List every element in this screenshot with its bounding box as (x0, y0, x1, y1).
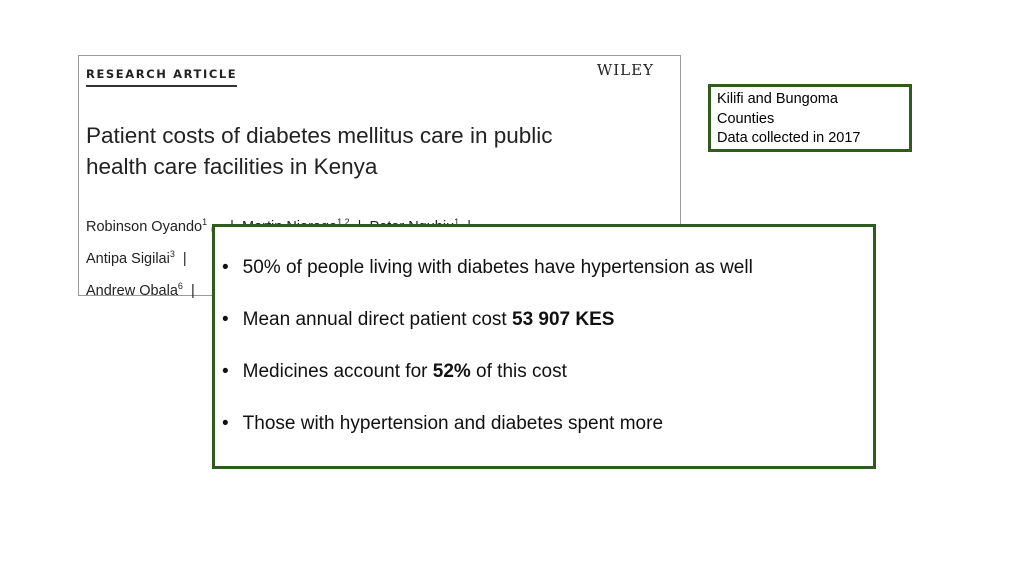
finding-item: • Mean annual direct patient cost 53 907 … (222, 309, 615, 330)
author: Antipa Sigilai (86, 250, 170, 267)
study-context-box: Kilifi and Bungoma Counties Data collect… (708, 84, 912, 152)
paper-title: Patient costs of diabetes mellitus care … (86, 120, 553, 182)
finding-text: 50% of people living with diabetes have … (242, 257, 753, 278)
affiliation: 6 (177, 280, 183, 291)
article-type-label: RESEARCH ARTICLE (86, 67, 238, 87)
finding-text: Those with hypertension and diabetes spe… (242, 413, 664, 434)
note-line: Counties (717, 110, 775, 127)
finding-text: Medicines account for (242, 361, 433, 382)
key-findings-box: • 50% of people living with diabetes have… (212, 224, 876, 469)
title-line: health care facilities in Kenya (86, 154, 378, 179)
finding-item: • 50% of people living with diabetes have… (222, 257, 753, 278)
affiliation: 1 (202, 217, 208, 227)
finding-highlight: 52% (432, 361, 471, 382)
findings-list: • 50% of people living with diabetes have… (222, 257, 753, 465)
finding-text: of this cost (470, 361, 567, 382)
title-line: Patient costs of diabetes mellitus care … (86, 123, 553, 148)
finding-highlight: 53 907 KES (512, 309, 615, 330)
finding-text: Mean annual direct patient cost (242, 309, 512, 330)
note-line: Kilifi and Bungoma (717, 91, 838, 107)
note-line: Data collected in 2017 (717, 130, 861, 146)
finding-item: • Medicines account for 52% of this cost (222, 361, 567, 382)
affiliation: 3 (169, 248, 175, 259)
affiliation: 1,2 (337, 217, 350, 227)
affiliation: 1 (454, 217, 460, 227)
author: Andrew Obala (86, 282, 178, 299)
finding-item: • Those with hypertension and diabetes sp… (222, 413, 664, 434)
author: Robinson Oyando (86, 218, 203, 235)
paper-header-image: RESEARCH ARTICLE WILEY Patient costs of … (78, 55, 681, 299)
publisher-logo: WILEY (596, 61, 654, 79)
